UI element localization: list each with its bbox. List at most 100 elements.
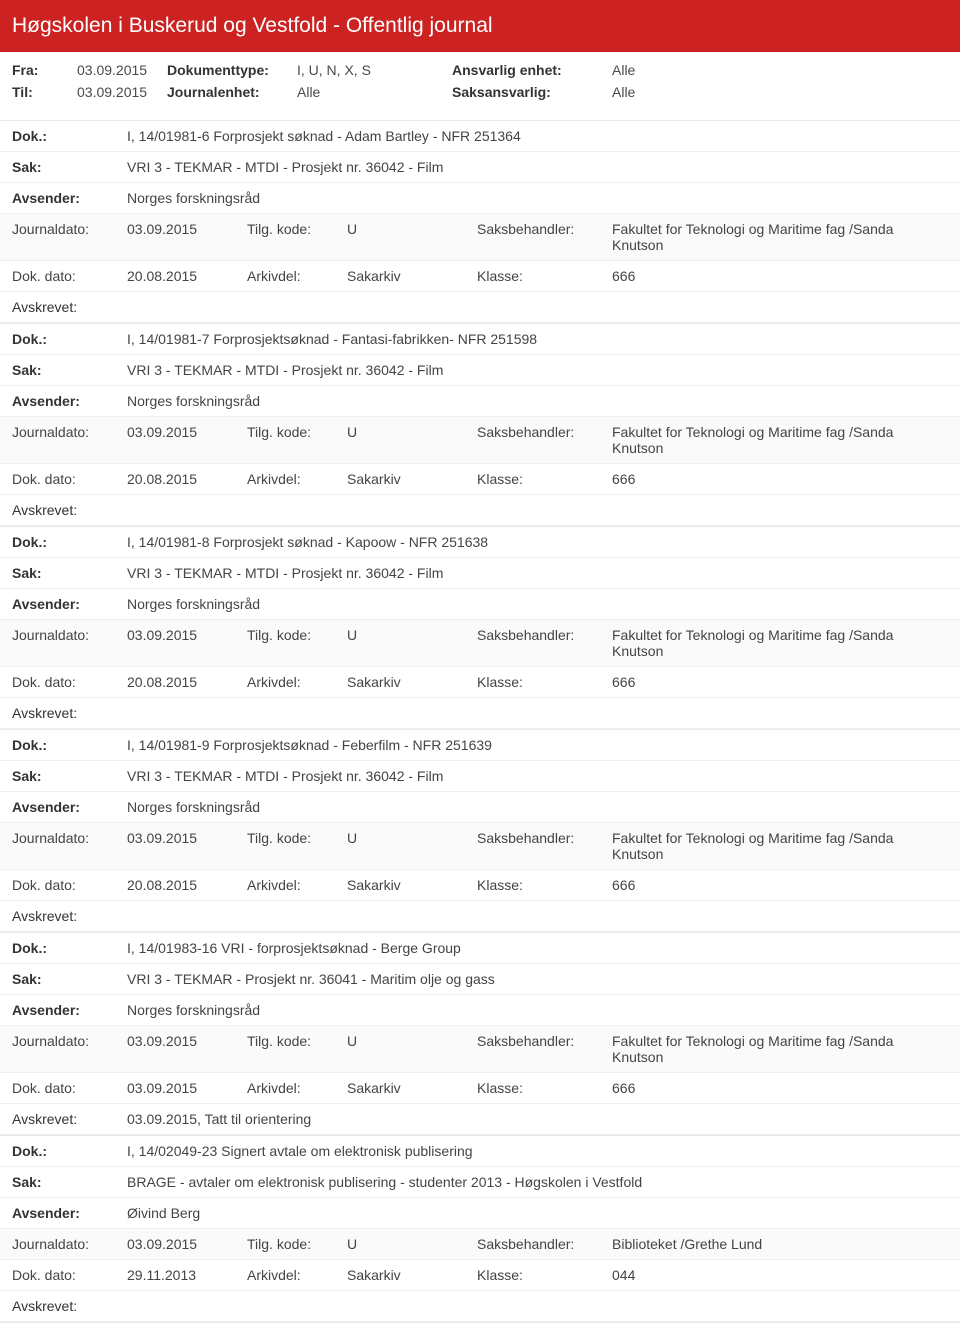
arkivdel-value: Sakarkiv (347, 674, 477, 690)
tilgkode-label: Tilg. kode: (247, 830, 347, 862)
sak-value: VRI 3 - TEKMAR - MTDI - Prosjekt nr. 360… (127, 768, 948, 784)
tilgkode-label: Tilg. kode: (247, 1033, 347, 1065)
ansvarlig-value: Alle (612, 62, 635, 78)
sak-row: Sak: VRI 3 - TEKMAR - MTDI - Prosjekt nr… (0, 761, 960, 792)
tilgkode-value: U (347, 1033, 477, 1065)
dokdato-label: Dok. dato: (12, 674, 127, 690)
saksbehandler-value: Fakultet for Teknologi og Maritime fag /… (612, 1033, 948, 1065)
tilgkode-label: Tilg. kode: (247, 221, 347, 253)
tilgkode-label: Tilg. kode: (247, 627, 347, 659)
saksbehandler-label: Saksbehandler: (477, 627, 612, 659)
journal-entry: Dok.: I, 14/01981-8 Forprosjekt søknad -… (0, 527, 960, 730)
avsender-label: Avsender: (12, 1002, 127, 1018)
klasse-value: 666 (612, 674, 948, 690)
dok-value: I, 14/01981-6 Forprosjekt søknad - Adam … (127, 128, 948, 144)
journaldato-label: Journaldato: (12, 1033, 127, 1065)
klasse-label: Klasse: (477, 471, 612, 487)
tilgkode-label: Tilg. kode: (247, 1236, 347, 1252)
avsender-value: Norges forskningsråd (127, 1002, 948, 1018)
klasse-value: 666 (612, 877, 948, 893)
journaldato-label: Journaldato: (12, 1236, 127, 1252)
avskrevet-value (127, 705, 948, 721)
avsender-value: Norges forskningsråd (127, 596, 948, 612)
dok-value: I, 14/01981-9 Forprosjektsøknad - Feberf… (127, 737, 948, 753)
avsender-row: Avsender: Norges forskningsråd (0, 589, 960, 620)
arkivdel-label: Arkivdel: (247, 471, 347, 487)
journal-entry: Dok.: I, 14/01981-9 Forprosjektsøknad - … (0, 730, 960, 933)
journaldato-label: Journaldato: (12, 424, 127, 456)
avsender-row: Avsender: Norges forskningsråd (0, 183, 960, 214)
sak-label: Sak: (12, 565, 127, 581)
avskrevet-row: Avskrevet: (0, 292, 960, 323)
sak-value: BRAGE - avtaler om elektronisk publiseri… (127, 1174, 948, 1190)
journal-entry: Dok.: I, 14/02049-23 Signert avtale om e… (0, 1136, 960, 1323)
dok-row: Dok.: I, 14/01983-16 VRI - forprosjektsø… (0, 933, 960, 964)
tilgkode-value: U (347, 1236, 477, 1252)
dokdato-value: 29.11.2013 (127, 1267, 247, 1283)
avsender-label: Avsender: (12, 596, 127, 612)
dokdato-value: 20.08.2015 (127, 268, 247, 284)
sak-label: Sak: (12, 971, 127, 987)
dok-value: I, 14/02049-23 Signert avtale om elektro… (127, 1143, 948, 1159)
doktype-value: I, U, N, X, S (297, 62, 452, 78)
saksbehandler-value: Fakultet for Teknologi og Maritime fag /… (612, 830, 948, 862)
klasse-label: Klasse: (477, 674, 612, 690)
avsender-value: Øivind Berg (127, 1205, 948, 1221)
sak-row: Sak: VRI 3 - TEKMAR - MTDI - Prosjekt nr… (0, 355, 960, 386)
dok-row: Dok.: I, 14/01981-9 Forprosjektsøknad - … (0, 730, 960, 761)
dok-row: Dok.: I, 14/01981-8 Forprosjekt søknad -… (0, 527, 960, 558)
saksansvarlig-value: Alle (612, 84, 635, 100)
saksbehandler-label: Saksbehandler: (477, 1236, 612, 1252)
saksbehandler-value: Fakultet for Teknologi og Maritime fag /… (612, 424, 948, 456)
sak-row: Sak: VRI 3 - TEKMAR - Prosjekt nr. 36041… (0, 964, 960, 995)
sak-label: Sak: (12, 159, 127, 175)
avsender-row: Avsender: Norges forskningsråd (0, 792, 960, 823)
saksbehandler-value: Biblioteket /Grethe Lund (612, 1236, 948, 1252)
klasse-label: Klasse: (477, 1080, 612, 1096)
avsender-row: Avsender: Øivind Berg (0, 1198, 960, 1229)
dokdato-value: 20.08.2015 (127, 674, 247, 690)
til-label: Til: (12, 84, 77, 100)
avskrevet-row: Avskrevet: (0, 495, 960, 526)
filter-row-2: Til: 03.09.2015 Journalenhet: Alle Saksa… (12, 84, 948, 100)
avskrevet-label: Avskrevet: (12, 908, 127, 924)
dok-value: I, 14/01981-8 Forprosjekt søknad - Kapoo… (127, 534, 948, 550)
saksbehandler-label: Saksbehandler: (477, 1033, 612, 1065)
avsender-label: Avsender: (12, 393, 127, 409)
klasse-value: 666 (612, 1080, 948, 1096)
dok-row: Dok.: I, 14/01981-6 Forprosjekt søknad -… (0, 121, 960, 152)
klasse-value: 666 (612, 471, 948, 487)
meta-row-1: Journaldato: 03.09.2015 Tilg. kode: U Sa… (0, 214, 960, 261)
dok-label: Dok.: (12, 534, 127, 550)
dokdato-label: Dok. dato: (12, 471, 127, 487)
dok-value: I, 14/01983-16 VRI - forprosjektsøknad -… (127, 940, 948, 956)
journaldato-label: Journaldato: (12, 627, 127, 659)
tilgkode-value: U (347, 221, 477, 253)
page-title: Høgskolen i Buskerud og Vestfold - Offen… (0, 0, 960, 52)
dokdato-label: Dok. dato: (12, 268, 127, 284)
avskrevet-value (127, 502, 948, 518)
meta-row-1: Journaldato: 03.09.2015 Tilg. kode: U Sa… (0, 620, 960, 667)
saksbehandler-label: Saksbehandler: (477, 830, 612, 862)
avskrevet-value (127, 1298, 948, 1314)
journaldato-label: Journaldato: (12, 830, 127, 862)
arkivdel-value: Sakarkiv (347, 1267, 477, 1283)
tilgkode-label: Tilg. kode: (247, 424, 347, 456)
avskrevet-value (127, 908, 948, 924)
filter-row-1: Fra: 03.09.2015 Dokumenttype: I, U, N, X… (12, 62, 948, 78)
arkivdel-value: Sakarkiv (347, 1080, 477, 1096)
saksansvarlig-label: Saksansvarlig: (452, 84, 612, 100)
saksbehandler-value: Fakultet for Teknologi og Maritime fag /… (612, 627, 948, 659)
journal-entry: Dok.: I, 14/01981-7 Forprosjektsøknad - … (0, 324, 960, 527)
avskrevet-value (127, 299, 948, 315)
fra-value: 03.09.2015 (77, 62, 167, 78)
filter-block: Fra: 03.09.2015 Dokumenttype: I, U, N, X… (0, 52, 960, 121)
sak-value: VRI 3 - TEKMAR - MTDI - Prosjekt nr. 360… (127, 362, 948, 378)
arkivdel-value: Sakarkiv (347, 877, 477, 893)
meta-row-1: Journaldato: 03.09.2015 Tilg. kode: U Sa… (0, 823, 960, 870)
til-value: 03.09.2015 (77, 84, 167, 100)
entries-container: Dok.: I, 14/01981-6 Forprosjekt søknad -… (0, 121, 960, 1323)
avsender-value: Norges forskningsråd (127, 799, 948, 815)
klasse-value: 666 (612, 268, 948, 284)
journaldato-value: 03.09.2015 (127, 830, 247, 862)
